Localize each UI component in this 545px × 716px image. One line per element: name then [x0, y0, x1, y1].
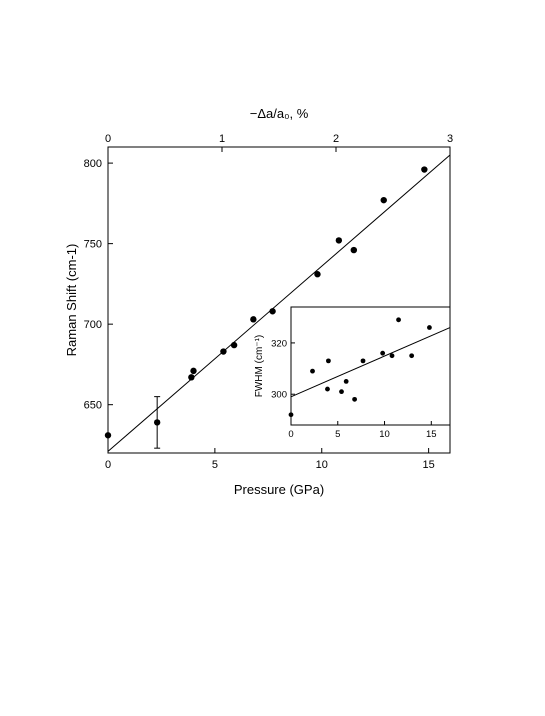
top-x-tick-label: 0	[105, 133, 111, 145]
inset-y-axis-label: FWHM (cm⁻¹)	[254, 335, 265, 397]
inset-x-tick-label: 5	[335, 429, 340, 440]
inset-data-point	[288, 412, 294, 418]
main-fit-line	[107, 154, 451, 452]
y-tick-label: 700	[84, 319, 102, 331]
inset-y-tick-label: 300	[271, 390, 287, 401]
data-point	[421, 166, 428, 173]
inset-data-point	[326, 358, 331, 364]
data-point	[220, 348, 227, 355]
data-point	[230, 341, 238, 349]
main-plot-frame	[107, 146, 451, 454]
inset-data-point	[396, 317, 401, 323]
inset-x-tick-label: 0	[288, 429, 293, 440]
inset-ticks: 0 5 10 15 300 320	[271, 338, 436, 440]
inset-data-point	[409, 353, 415, 359]
data-point	[250, 316, 257, 323]
data-point	[153, 419, 161, 426]
inset-y-tick-label: 320	[271, 338, 287, 349]
inset-plot-frame	[290, 306, 451, 426]
inset-data-point	[389, 353, 395, 359]
main-data-points	[104, 166, 428, 449]
y-axis-label: Raman Shift (cm-1)	[64, 244, 79, 357]
inset-data-point	[360, 358, 366, 364]
data-point	[269, 308, 276, 315]
inset-data-point	[339, 389, 344, 395]
inset-data-point	[310, 368, 315, 374]
x-tick-label: 15	[423, 459, 435, 471]
y-tick-label: 800	[84, 158, 102, 170]
x-axis-label: Pressure (GPa)	[234, 482, 324, 497]
main-ticks: 0 5 10 15 650 700 750 800 0 1 2 3	[84, 133, 453, 471]
x-tick-label: 10	[316, 459, 328, 471]
data-point	[380, 196, 387, 204]
inset-data-point	[380, 350, 386, 356]
x-tick-label: 5	[212, 459, 218, 471]
top-x-tick-label: 3	[447, 133, 453, 145]
top-x-tick-label: 2	[333, 133, 339, 145]
top-x-tick-label: 1	[219, 133, 225, 145]
inset-data-point	[343, 378, 349, 384]
data-point	[335, 237, 343, 244]
inset-x-tick-label: 10	[379, 429, 390, 440]
data-point	[350, 246, 358, 254]
data-point	[314, 271, 321, 278]
top-x-label-text: −Δa/a₀, %	[250, 106, 309, 121]
inset-data-point	[325, 386, 330, 392]
top-x-axis-label: −Δa/a₀, %	[250, 106, 309, 121]
data-point	[104, 432, 112, 439]
data-point	[190, 367, 197, 375]
inset-x-tick-label: 15	[426, 429, 437, 440]
data-point	[188, 374, 195, 381]
y-tick-label: 750	[84, 239, 102, 251]
inset-fit-segment	[290, 327, 451, 398]
inset-data-points	[288, 317, 432, 418]
main-fit-segment	[107, 154, 451, 452]
inset-fit-line	[290, 327, 451, 398]
inset-data-point	[427, 325, 432, 330]
y-tick-label: 650	[84, 400, 102, 412]
x-tick-label: 0	[105, 459, 111, 471]
inset-data-point	[352, 396, 357, 402]
